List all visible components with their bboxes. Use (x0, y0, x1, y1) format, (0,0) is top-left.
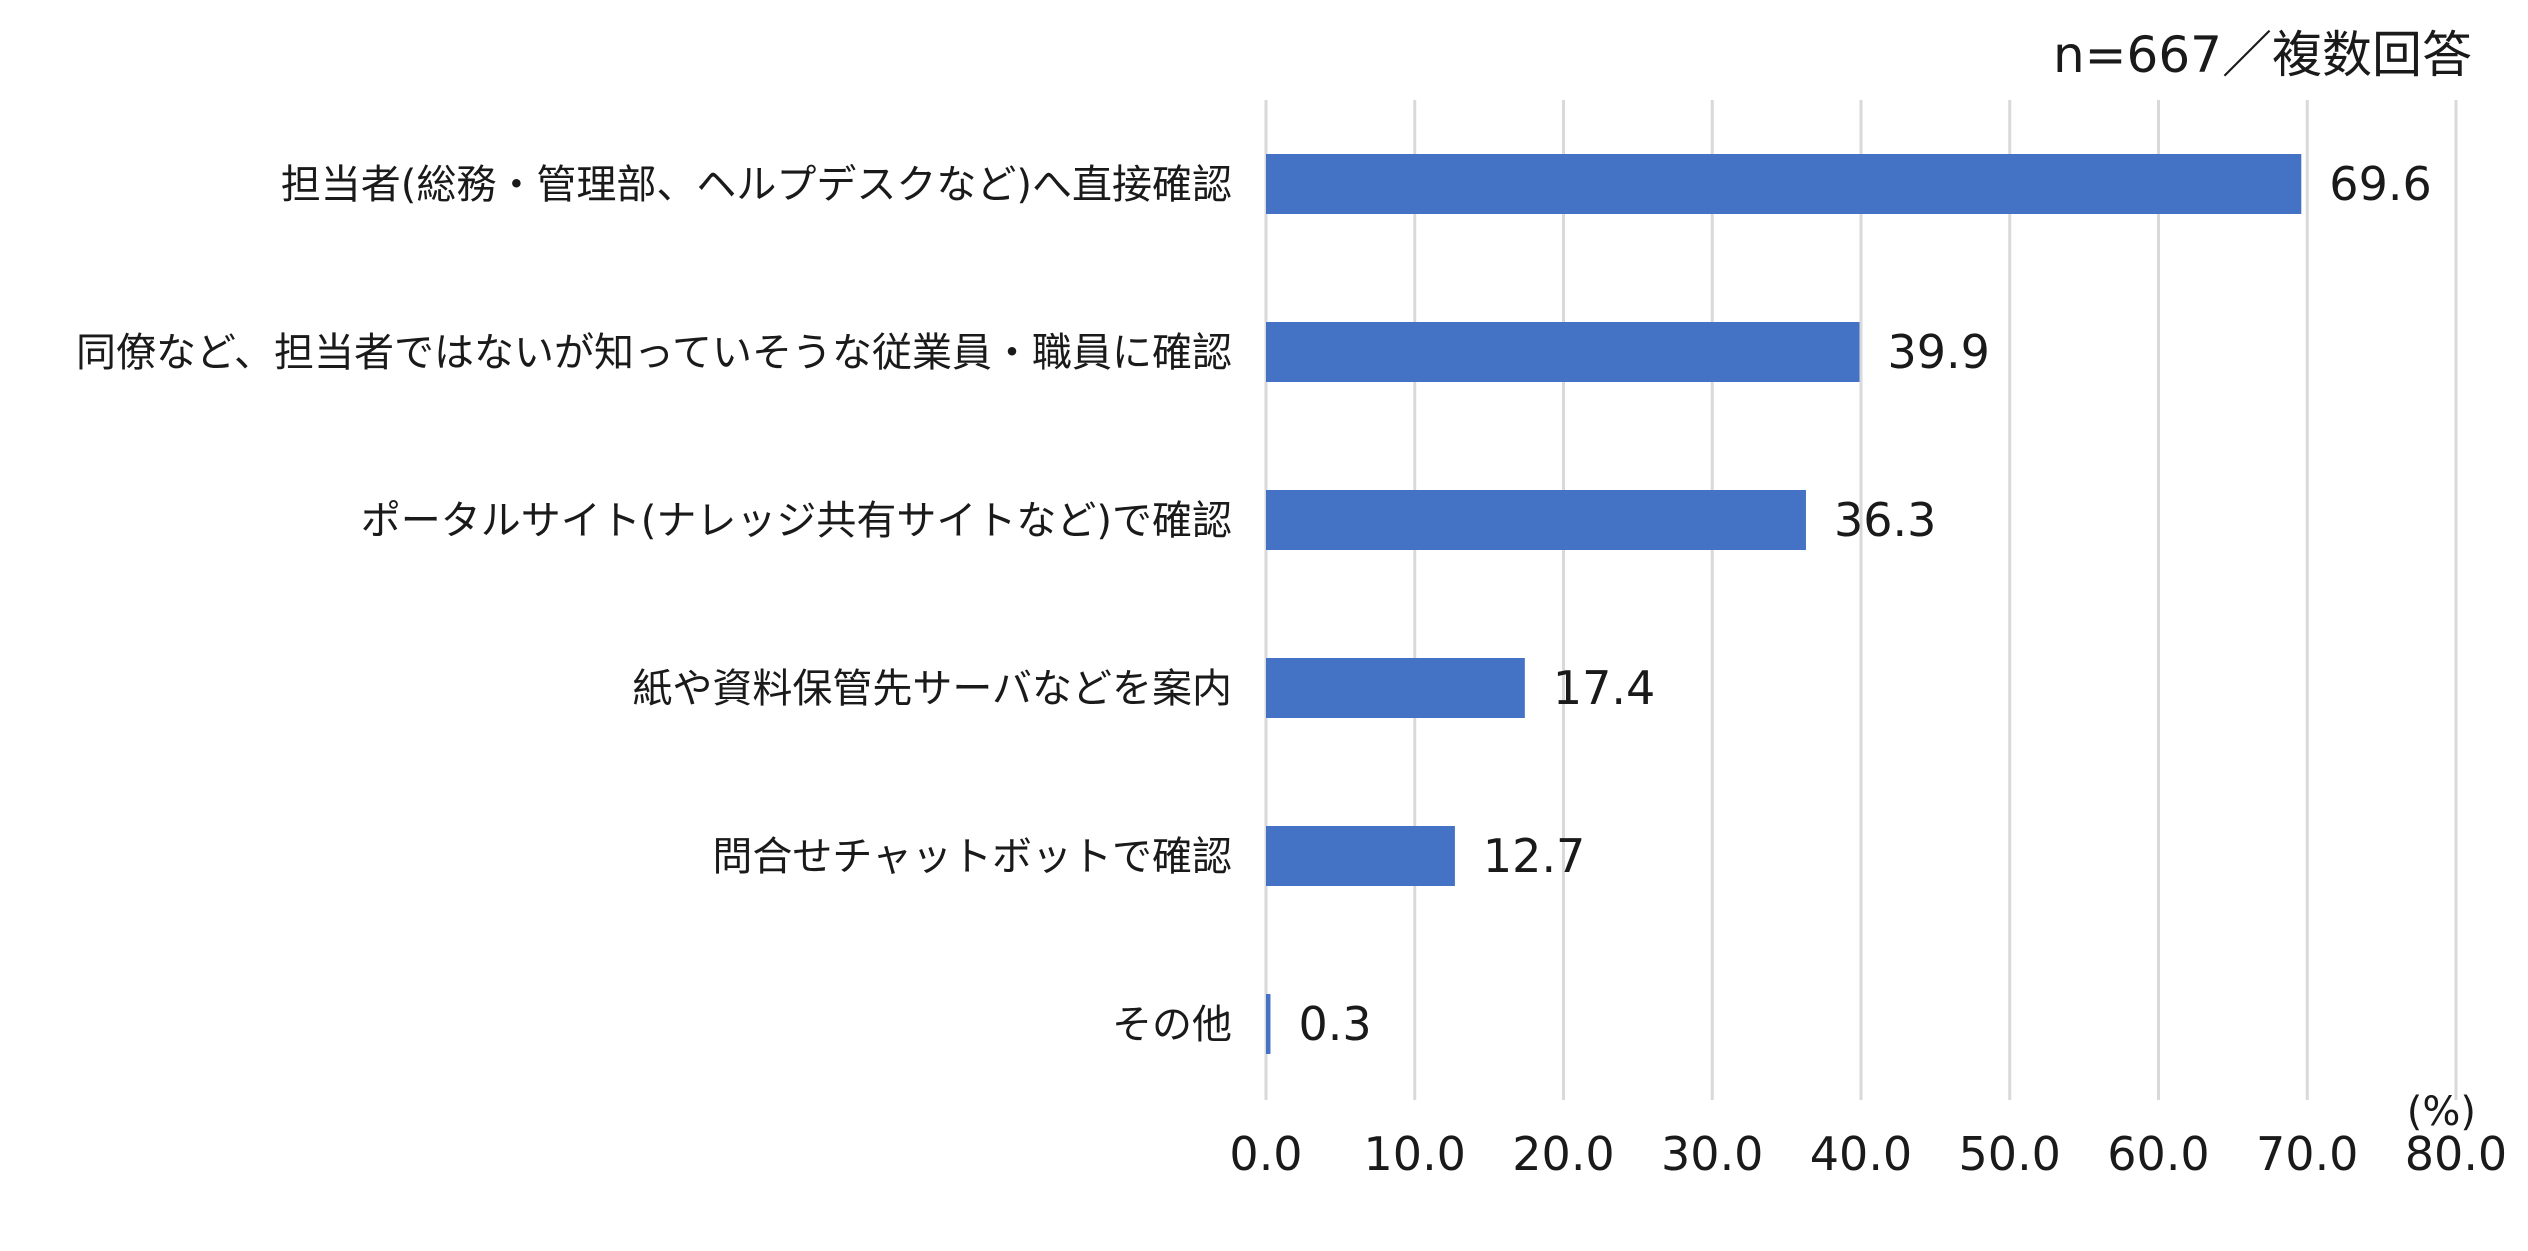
category-label: 紙や資料保管先サーバなどを案内 (632, 666, 1232, 712)
bar (1266, 490, 1806, 550)
data-label: 17.4 (1553, 661, 1655, 715)
data-label: 39.9 (1888, 325, 1990, 379)
x-tick-label: 10.0 (1364, 1127, 1466, 1181)
unit-label: (%) (2407, 1089, 2476, 1135)
bar (1266, 322, 1860, 382)
bar (1266, 154, 2302, 214)
category-label: ポータルサイト(ナレッジ共有サイトなど)で確認 (361, 498, 1232, 544)
grid-layer (1264, 100, 2458, 1100)
category-label: その他 (1112, 1002, 1232, 1048)
bar (1266, 826, 1455, 886)
x-tick-label: 0.0 (1229, 1127, 1302, 1181)
x-tick-label: 50.0 (1959, 1127, 2061, 1181)
category-label: 問合せチャットボットで確認 (712, 834, 1232, 880)
bar-layer (1266, 154, 2302, 1054)
x-tick-label: 80.0 (2405, 1127, 2507, 1181)
x-tick-label: 20.0 (1512, 1127, 1614, 1181)
data-label: 36.3 (1834, 493, 1936, 547)
data-label: 12.7 (1483, 829, 1585, 883)
label-layer: 0.0 10.0 20.0 30.0 40.0 50.0 60.0 70.0 80.0 担当者(総… (76, 157, 2507, 1181)
data-label: 69.6 (2329, 157, 2431, 211)
x-tick-label: 30.0 (1661, 1127, 1763, 1181)
x-tick-label: 60.0 (2107, 1127, 2209, 1181)
data-label: 0.3 (1298, 997, 1371, 1051)
category-label: 同僚など、担当者ではないが知っていそうな従業員・職員に確認 (76, 330, 1232, 376)
x-tick-label: 40.0 (1810, 1127, 1912, 1181)
category-label: 担当者(総務・管理部、ヘルプデスクなど)へ直接確認 (281, 162, 1232, 208)
x-tick-label: 70.0 (2256, 1127, 2358, 1181)
sample-size-note: n=667／複数回答 (2053, 26, 2472, 84)
bar (1266, 658, 1525, 718)
bar (1266, 994, 1271, 1054)
